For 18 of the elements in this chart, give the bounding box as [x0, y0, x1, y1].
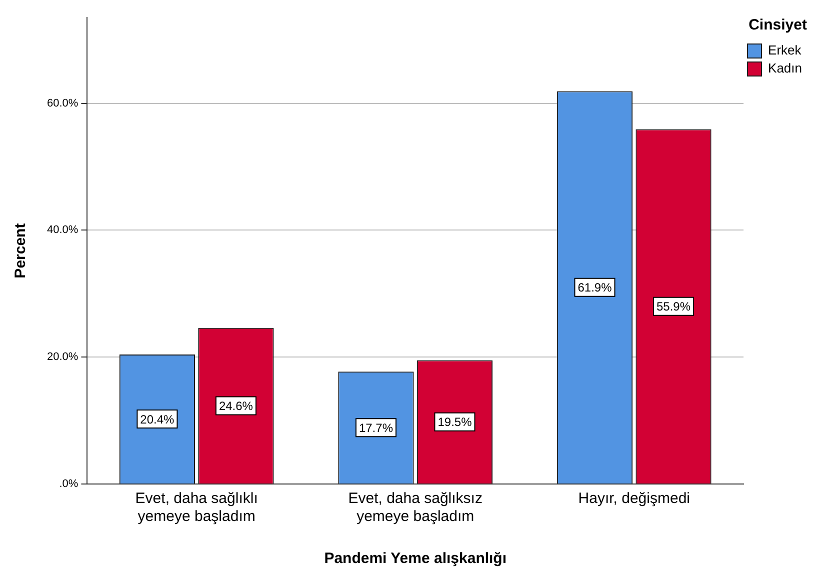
- data-label: 19.5%: [438, 415, 472, 430]
- y-tick-label: 40.0%: [46, 224, 78, 236]
- x-axis-title: Pandemi Yeme alışkanlığı: [324, 550, 507, 568]
- data-label: 20.4%: [140, 412, 175, 426]
- legend-label: Erkek: [768, 42, 802, 58]
- data-label: 24.6%: [218, 399, 254, 414]
- y-tick-label: .0%: [59, 478, 78, 490]
- data-label: 61.9%: [578, 280, 612, 295]
- x-tick-label: Hayır, değişmedi: [578, 490, 690, 508]
- data-label: 55.9%: [656, 300, 691, 314]
- x-tick-label: Evet, daha sağlıksız yemeye başladım: [348, 490, 482, 526]
- y-tick-label: 60.0%: [46, 97, 78, 110]
- data-label: 17.7%: [358, 420, 394, 435]
- legend-title: Cinsiyet: [748, 16, 807, 34]
- y-axis-title: Percent: [12, 223, 30, 278]
- y-tick-label: 20.0%: [46, 351, 78, 364]
- legend-label: Kadın: [768, 60, 802, 76]
- x-tick-label: Evet, daha sağlıklı yemeye başladım: [135, 490, 258, 526]
